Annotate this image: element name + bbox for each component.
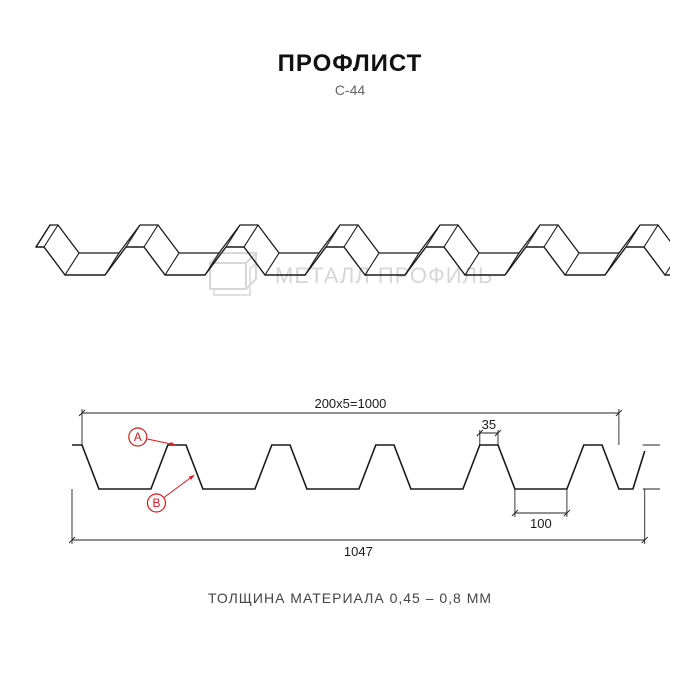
svg-text:100: 100 <box>530 516 552 531</box>
iso-front-edge <box>36 247 670 275</box>
cross-section-svg: 200x5=100035100104744 AB <box>60 395 660 565</box>
iso-back-edge <box>50 225 670 253</box>
dim-top-pitch: 200x5=1000 <box>79 396 622 416</box>
svg-text:200x5=1000: 200x5=1000 <box>314 396 386 411</box>
dim-valley-100: 100 <box>512 510 570 531</box>
cross-section-drawing: 200x5=100035100104744 AB <box>60 395 660 570</box>
profile-outline <box>72 445 645 489</box>
svg-text:1047: 1047 <box>344 544 373 559</box>
title-block: ПРОФЛИСТ С-44 <box>0 50 700 98</box>
svg-text:A: A <box>134 430 142 444</box>
page-title: ПРОФЛИСТ <box>0 50 700 78</box>
svg-text:35: 35 <box>482 417 496 432</box>
isometric-svg <box>30 165 670 310</box>
page-subtitle: С-44 <box>0 82 700 98</box>
isometric-drawing <box>30 165 670 315</box>
page: ПРОФЛИСТ С-44 МЕТАЛЛ ПРОФИЛЬ 200x5=10003… <box>0 0 700 700</box>
thickness-note: ТОЛЩИНА МАТЕРИАЛА 0,45 – 0,8 ММ <box>0 590 700 606</box>
dim-gap-35: 35 <box>477 417 501 436</box>
marker-a: A <box>129 428 176 446</box>
svg-text:B: B <box>152 496 160 510</box>
dim-total-1047: 1047 <box>69 537 648 559</box>
